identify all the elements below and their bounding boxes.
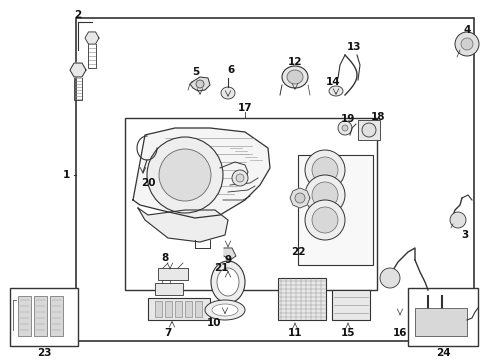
Bar (125, 118, 376, 290)
Bar (158, 268, 187, 280)
Polygon shape (190, 77, 209, 91)
Text: 24: 24 (435, 348, 449, 358)
Text: 3: 3 (461, 230, 468, 240)
Ellipse shape (282, 66, 307, 88)
Bar (18, 296, 31, 336)
Text: 8: 8 (161, 253, 168, 263)
Polygon shape (85, 32, 99, 44)
Text: 4: 4 (462, 25, 470, 35)
Circle shape (159, 149, 210, 201)
Bar (195, 301, 202, 317)
Bar (155, 283, 183, 295)
Bar (76, 18, 473, 341)
Circle shape (454, 32, 478, 56)
Bar (414, 308, 466, 336)
Circle shape (337, 121, 351, 135)
Bar (148, 298, 209, 320)
Bar (357, 120, 379, 140)
Bar (175, 301, 182, 317)
Text: 21: 21 (213, 263, 228, 273)
Bar (278, 278, 325, 320)
Circle shape (379, 268, 399, 288)
Ellipse shape (221, 87, 235, 99)
Circle shape (449, 212, 465, 228)
Text: 1: 1 (62, 170, 69, 180)
Bar (155, 301, 162, 317)
Circle shape (311, 157, 337, 183)
Circle shape (196, 80, 203, 88)
Circle shape (311, 182, 337, 208)
Text: 11: 11 (287, 328, 302, 338)
Text: 12: 12 (287, 57, 302, 67)
Text: 18: 18 (370, 112, 385, 122)
Circle shape (231, 170, 247, 186)
Ellipse shape (286, 70, 303, 84)
Bar (184, 301, 192, 317)
Text: 5: 5 (192, 67, 199, 77)
Ellipse shape (210, 261, 244, 303)
Text: 14: 14 (325, 77, 340, 87)
Circle shape (460, 38, 472, 50)
Text: 16: 16 (392, 328, 407, 338)
Text: 23: 23 (37, 348, 51, 358)
Polygon shape (224, 248, 236, 260)
Bar (297, 155, 372, 265)
Text: 19: 19 (340, 114, 354, 124)
Bar (50, 296, 63, 336)
Circle shape (305, 175, 345, 215)
Text: 20: 20 (141, 178, 155, 188)
Circle shape (294, 193, 305, 203)
Ellipse shape (217, 268, 239, 296)
Ellipse shape (328, 86, 342, 96)
Bar (164, 301, 172, 317)
Bar (407, 288, 477, 346)
Text: 7: 7 (164, 328, 171, 338)
Circle shape (236, 174, 244, 182)
Circle shape (147, 137, 223, 213)
Polygon shape (289, 188, 309, 208)
Circle shape (341, 125, 347, 131)
Text: 6: 6 (227, 65, 234, 75)
Circle shape (305, 200, 345, 240)
Text: 2: 2 (74, 10, 81, 20)
Polygon shape (138, 208, 227, 242)
Text: 13: 13 (346, 42, 361, 52)
Ellipse shape (212, 304, 238, 316)
Text: 15: 15 (340, 328, 354, 338)
Polygon shape (70, 63, 86, 77)
Polygon shape (133, 128, 269, 218)
Bar (10, 288, 78, 346)
Bar (331, 290, 369, 320)
Circle shape (361, 123, 375, 137)
Circle shape (305, 150, 345, 190)
Ellipse shape (204, 300, 244, 320)
Text: 9: 9 (224, 255, 231, 265)
Bar (34, 296, 47, 336)
Text: 17: 17 (237, 103, 252, 113)
Text: 10: 10 (206, 318, 221, 328)
Text: 22: 22 (290, 247, 305, 257)
Circle shape (311, 207, 337, 233)
